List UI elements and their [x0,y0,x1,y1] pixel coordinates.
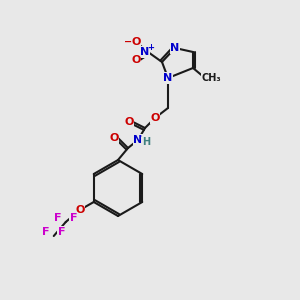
Text: F: F [70,213,77,223]
Text: F: F [54,213,62,223]
Text: O: O [131,55,141,65]
Text: O: O [124,117,134,127]
Text: F: F [42,227,50,237]
Text: O: O [75,205,84,215]
Text: O: O [109,133,119,143]
Text: −: − [124,37,132,47]
Text: N: N [134,135,142,145]
Text: CH₃: CH₃ [201,73,221,83]
Text: O: O [131,37,141,47]
Text: N: N [170,43,180,53]
Text: N: N [164,73,172,83]
Text: F: F [58,227,65,237]
Text: +: + [148,43,154,52]
Text: N: N [140,47,150,57]
Text: H: H [142,137,150,147]
Text: O: O [150,113,160,123]
